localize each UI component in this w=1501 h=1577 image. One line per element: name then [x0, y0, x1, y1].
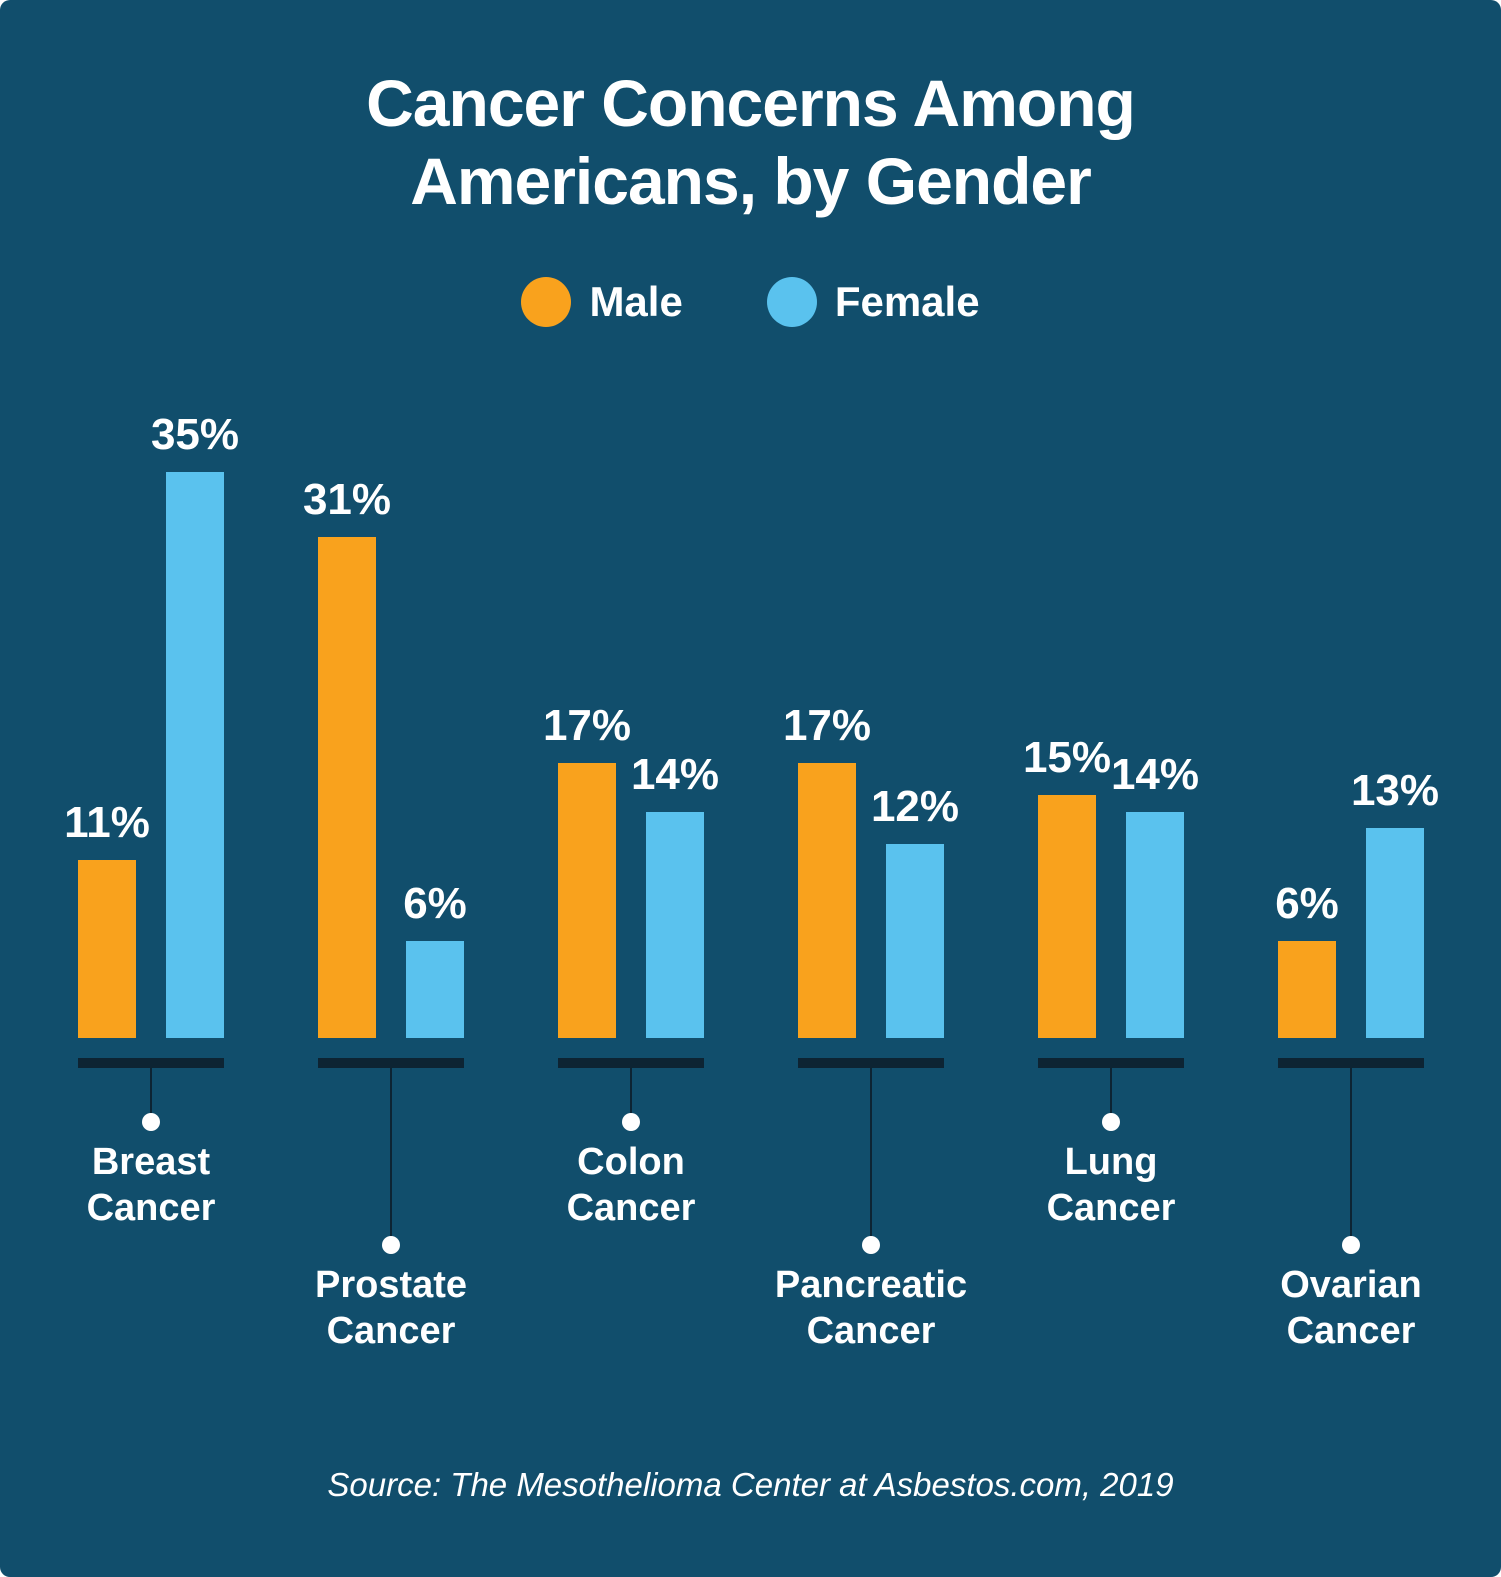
label-dot-icon [142, 1113, 160, 1131]
female-bar: 14% [1111, 750, 1199, 1038]
bar-chart: 11% 35% Breast Cancer 31% 6% Prostate Cancer 1… [0, 410, 1501, 1354]
category-label: Ovarian Cancer [1280, 1264, 1422, 1352]
axis-baseline [318, 1058, 464, 1068]
category-label: Lung Cancer [1046, 1141, 1176, 1229]
female-bar: 35% [151, 410, 239, 1038]
female-bar-value-label: 13% [1350, 766, 1440, 815]
female-bar-value-label: 35% [150, 410, 240, 459]
female-color-dot-icon [766, 277, 817, 327]
female-bar: 6% [403, 879, 467, 1038]
bar-pair: 17% 12% [783, 472, 959, 1038]
label-dot-icon [382, 1236, 400, 1254]
female-bar: 12% [871, 782, 959, 1038]
male-bar-value-label: 6% [1275, 879, 1339, 928]
category-label: Breast Cancer [86, 1141, 216, 1229]
category-label: Prostate Cancer [314, 1264, 468, 1352]
axis-baseline [1278, 1058, 1424, 1068]
label-connector-line [1350, 1068, 1352, 1236]
label-dot-icon [1342, 1236, 1360, 1254]
label-connector-line [870, 1068, 872, 1236]
male-bar-value-label: 11% [64, 798, 150, 847]
label-connector-line [390, 1068, 392, 1236]
bar-pair: 11% 35% [64, 410, 239, 1038]
female-bar-value-label: 6% [403, 879, 467, 928]
female-bar-value-label: 14% [630, 750, 720, 799]
axis-baseline [558, 1058, 704, 1068]
male-bar: 31% [303, 475, 391, 1038]
legend-item-male: Male [521, 277, 683, 327]
legend-label-female: Female [834, 278, 980, 325]
bar-pair: 17% 14% [543, 472, 719, 1038]
category-group: 6% 13% Ovarian Cancer [1275, 472, 1439, 1354]
male-color-dot-icon [521, 277, 572, 327]
axis-baseline [1038, 1058, 1184, 1068]
female-bar: 14% [631, 750, 719, 1038]
category-group: 17% 14% Colon Cancer [543, 472, 719, 1354]
label-connector-line [1110, 1068, 1112, 1113]
male-bar: 17% [543, 701, 631, 1038]
category-label: Colon Cancer [566, 1141, 696, 1229]
female-bar-value-label: 12% [870, 782, 960, 831]
category-group: 17% 12% Pancreatic Cancer [775, 472, 967, 1354]
bar-pair: 6% 13% [1275, 472, 1439, 1038]
label-dot-icon [862, 1236, 880, 1254]
male-bar: 15% [1023, 733, 1111, 1038]
category-group: 11% 35% Breast Cancer [64, 410, 239, 1354]
male-bar-value-label: 31% [302, 475, 392, 524]
category-group: 15% 14% Lung Cancer [1023, 472, 1199, 1354]
label-dot-icon [622, 1113, 640, 1131]
male-bar-value-label: 17% [782, 701, 872, 750]
chart-title-line1: Cancer Concerns Among [366, 66, 1136, 140]
male-bar: 6% [1275, 879, 1339, 1038]
chart-title: Cancer Concerns Among Americans, by Gend… [0, 64, 1501, 220]
category-group: 31% 6% Prostate Cancer [303, 472, 467, 1354]
male-bar: 11% [64, 798, 150, 1038]
label-connector-line [630, 1068, 632, 1113]
bar-pair: 31% 6% [303, 472, 467, 1038]
legend: Male Female [0, 277, 1501, 327]
axis-baseline [78, 1058, 224, 1068]
female-bar-value-label: 14% [1110, 750, 1200, 799]
male-bar: 17% [783, 701, 871, 1038]
label-dot-icon [1102, 1113, 1120, 1131]
chart-title-line2: Americans, by Gender [410, 144, 1092, 218]
legend-label-male: Male [589, 278, 683, 325]
legend-item-female: Female [766, 277, 980, 327]
label-connector-line [150, 1068, 152, 1113]
bar-pair: 15% 14% [1023, 472, 1199, 1038]
male-bar-value-label: 15% [1022, 733, 1112, 782]
female-bar: 13% [1351, 766, 1439, 1038]
category-label: Pancreatic Cancer [774, 1264, 968, 1352]
male-bar-value-label: 17% [542, 701, 632, 750]
axis-baseline [798, 1058, 944, 1068]
source-text: Source: The Mesothelioma Center at Asbes… [327, 1466, 1174, 1503]
